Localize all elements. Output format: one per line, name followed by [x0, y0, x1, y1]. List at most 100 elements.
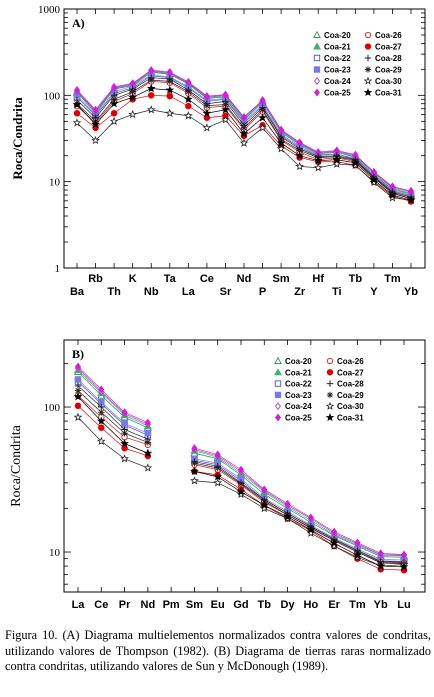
legend-marker — [313, 66, 321, 73]
series-coa-31 — [72, 83, 416, 204]
data-point — [72, 118, 82, 127]
data-point — [109, 99, 119, 108]
data-point — [236, 487, 246, 496]
data-point — [332, 155, 342, 164]
data-point — [202, 123, 212, 132]
data-point — [146, 105, 156, 114]
legend-entry: Coa-31 — [337, 414, 364, 423]
data-point — [313, 156, 323, 165]
data-point — [258, 123, 267, 132]
data-point — [369, 175, 379, 184]
data-point — [259, 106, 266, 114]
data-point — [203, 102, 211, 109]
y-axis-label: Roca/Condrita — [9, 424, 24, 506]
legend-entry: Coa-26 — [337, 357, 364, 366]
data-point — [258, 113, 267, 122]
data-point — [313, 163, 323, 172]
data-point — [121, 420, 128, 427]
x-tick-label: Zr — [294, 286, 306, 298]
data-point — [144, 418, 151, 427]
data-point — [165, 85, 175, 94]
data-point — [110, 110, 118, 117]
data-point — [350, 160, 360, 169]
legend-entry: Coa-20 — [285, 357, 312, 366]
series-line — [77, 368, 405, 556]
data-point — [96, 436, 106, 446]
data-point — [329, 541, 339, 550]
data-point — [406, 195, 416, 204]
series-line — [77, 379, 405, 561]
data-point — [306, 528, 316, 537]
data-point — [128, 92, 138, 101]
data-point — [276, 144, 286, 153]
data-point — [73, 110, 81, 117]
legend-marker — [313, 42, 321, 50]
chart-panel-b: 10 100 La Ce Pr Nd Pm Sm Eu Gd Tb Dy Ho Er Tm Yb Lu Roca/… — [9, 339, 426, 611]
plot-frame — [63, 339, 426, 593]
data-point — [388, 190, 397, 199]
legend-entry: Coa-22 — [324, 54, 351, 63]
legend-marker — [363, 76, 373, 85]
legend-marker — [325, 413, 335, 422]
data-point — [109, 116, 119, 126]
data-point — [239, 138, 249, 147]
data-point — [146, 83, 156, 93]
data-point — [329, 538, 339, 547]
data-point — [98, 424, 105, 431]
data-point — [91, 119, 100, 129]
legend-marker — [364, 54, 372, 62]
data-point — [73, 392, 83, 401]
data-point — [190, 476, 199, 485]
data-point — [240, 113, 248, 122]
data-point — [185, 77, 192, 86]
data-point — [72, 100, 82, 109]
data-point — [307, 513, 314, 522]
x-tick-label: Eu — [211, 599, 225, 611]
legend-marker — [274, 380, 282, 387]
x-tick-label: Dy — [281, 599, 296, 611]
data-point — [166, 92, 174, 100]
data-point — [185, 88, 192, 96]
series-line — [77, 417, 405, 567]
data-point — [259, 500, 269, 510]
x-tick-label: Ce — [200, 273, 214, 285]
data-point — [183, 111, 193, 120]
data-point — [237, 480, 245, 488]
legend-marker — [364, 31, 372, 39]
legend-marker — [314, 77, 320, 85]
data-point — [74, 362, 82, 371]
legend-entry: Coa-26 — [375, 31, 402, 40]
legend-marker — [325, 401, 335, 410]
x-tick-label: Tb — [349, 273, 363, 285]
legend-entry: Coa-22 — [285, 380, 312, 389]
legend-marker — [326, 380, 334, 387]
data-point — [376, 561, 386, 570]
data-point — [128, 109, 138, 119]
data-point — [129, 88, 136, 96]
x-tick-label: Ho — [304, 599, 319, 611]
data-point — [388, 193, 397, 202]
data-point — [74, 387, 82, 394]
legend-marker — [326, 357, 334, 365]
data-point — [144, 429, 152, 437]
data-point — [331, 527, 338, 536]
y-tick-label: 100 — [44, 402, 61, 414]
y-tick-label: 10 — [49, 177, 61, 189]
data-point — [221, 105, 230, 114]
legend-marker — [326, 391, 334, 399]
legend-entry: Coa-23 — [285, 391, 312, 400]
legend-entry: Coa-28 — [337, 380, 364, 389]
series-line — [77, 366, 405, 555]
data-point — [74, 376, 82, 383]
series-coa-27 — [73, 92, 415, 205]
x-tick-label: Pr — [119, 599, 131, 611]
data-point — [202, 108, 212, 117]
data-point — [276, 138, 286, 147]
data-point — [143, 463, 153, 472]
x-tick-label: Nd — [237, 273, 252, 285]
legend-entry: Coa-29 — [375, 66, 402, 75]
legend: Coa-20 Coa-21 Coa-22 Coa-23 Coa-24 Coa-25 Coa-… — [313, 30, 402, 98]
data-point — [190, 466, 199, 476]
legend-marker — [275, 413, 281, 422]
